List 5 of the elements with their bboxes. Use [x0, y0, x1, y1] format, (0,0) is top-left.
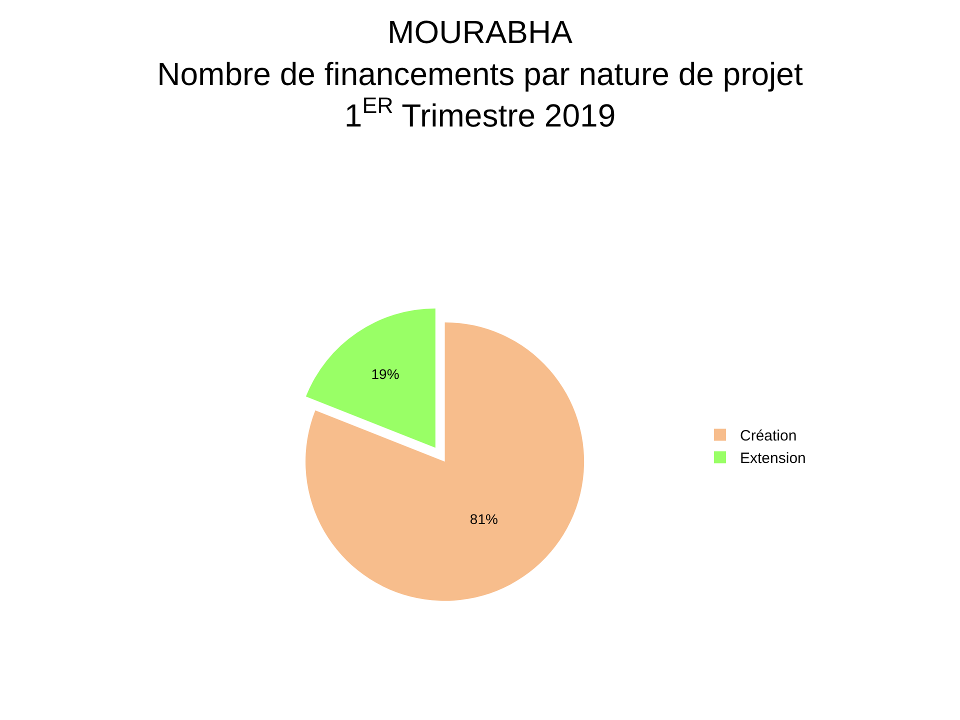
chart-title: MOURABHA Nombre de financements par nature de projet 1$^{ER}$ Trimestre 2019	[157, 14, 803, 134]
legend-label: Création	[740, 428, 797, 445]
data-label: 19%	[371, 366, 400, 382]
data-label: 81%	[470, 511, 498, 528]
legend-label: Extension	[740, 450, 806, 468]
